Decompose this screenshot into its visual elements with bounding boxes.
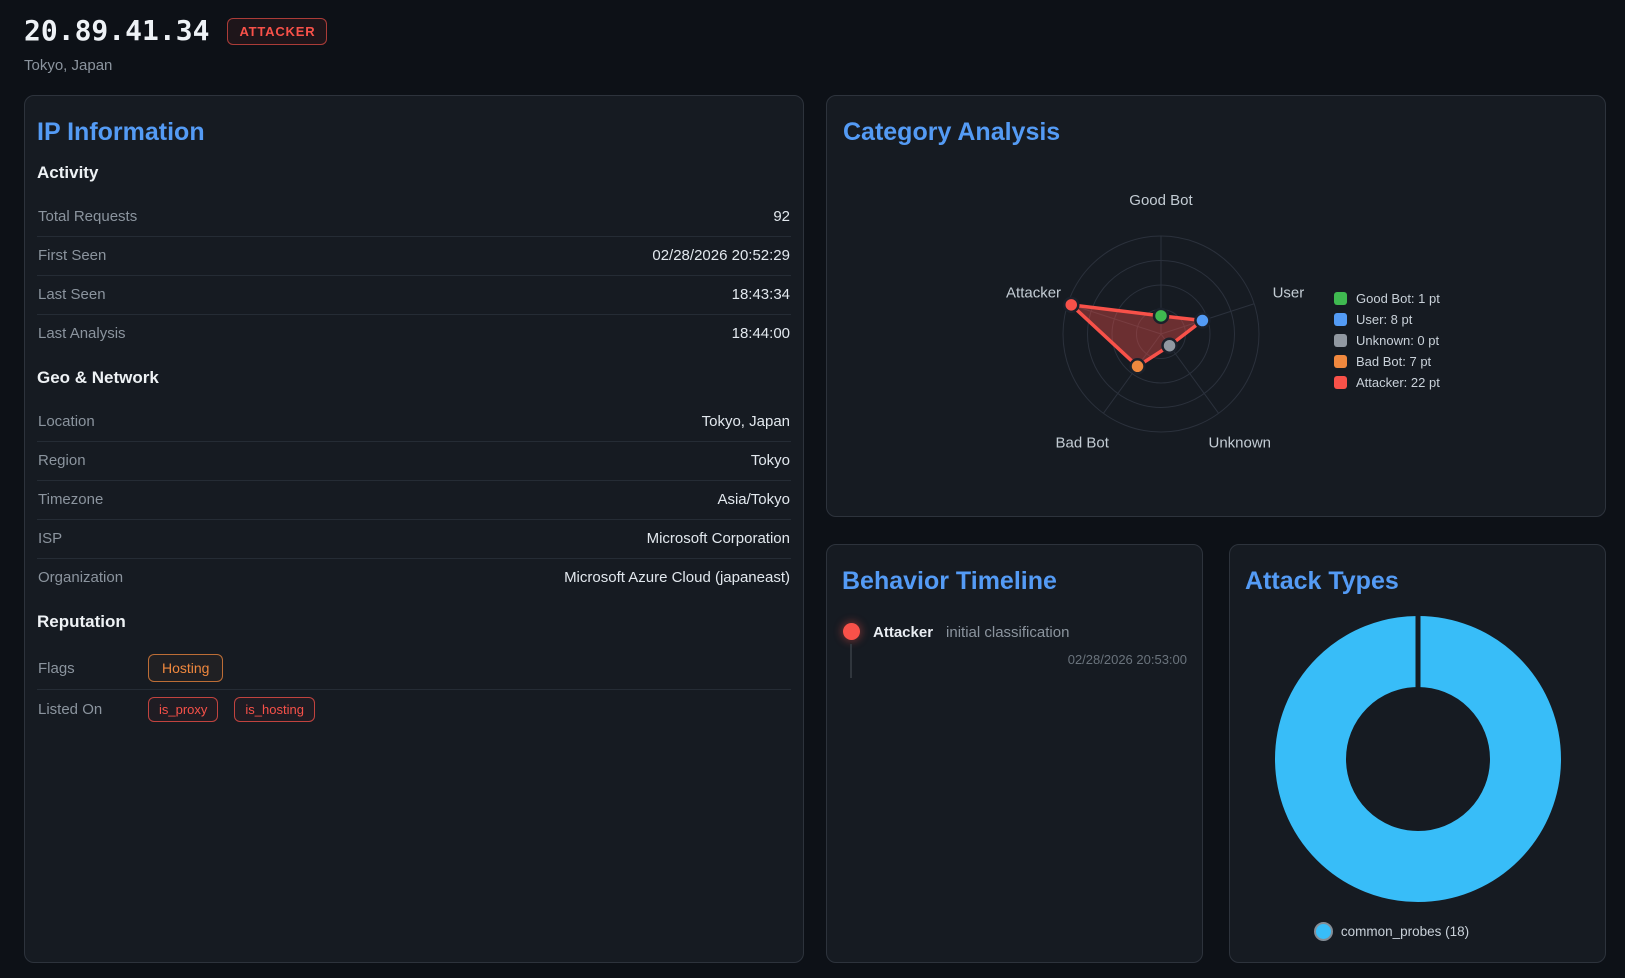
page-header: 20.89.41.34 ATTACKER Tokyo, Japan [24,12,1608,74]
legend-label: Good Bot: 1 pt [1356,291,1440,306]
radar-axis-label: Bad Bot [1056,434,1110,451]
category-analysis-panel: Category Analysis Good Bot User Unknown Bad… [826,95,1606,517]
ip-information-title: IP Information [37,118,205,146]
row-label: Flags [38,659,75,677]
radar-legend-item[interactable]: User: 8 pt [1334,309,1440,330]
attack-types-donut-chart[interactable] [1230,545,1604,962]
radar-axis-label: Unknown [1208,434,1271,451]
timeline-event-timestamp: 02/28/2026 20:53:00 [1067,652,1187,667]
radar-axis-label: Good Bot [1129,192,1193,209]
category-radar-chart[interactable]: Good Bot User Unknown Bad Bot Attacker [827,96,1605,516]
radar-legend-item[interactable]: Bad Bot: 7 pt [1334,351,1440,372]
radar-legend: Good Bot: 1 pt User: 8 pt Unknown: 0 pt Bad… [1334,288,1440,393]
bottom-row: Behavior Timeline Attacker initial class… [826,544,1606,963]
timeline-event: Attacker initial classification 02/28/20… [842,623,1187,678]
timeline-connector-line [850,644,852,678]
ip-address: 20.89.41.34 [24,14,210,47]
timeline-rail [842,623,860,678]
row-label: Organization [38,569,124,586]
section-title-geo-network: Geo & Network [37,368,159,387]
row-value: 92 [773,208,790,225]
row-label: ISP [38,530,63,547]
classification-badge: ATTACKER [227,17,328,45]
row-flags: Flags Hosting [37,647,791,690]
legend-swatch [1334,355,1347,368]
category-analysis-title: Category Analysis [843,118,1061,146]
legend-label: Attacker: 22 pt [1356,375,1440,390]
row-label: Listed On [38,701,103,718]
section-title-activity: Activity [37,163,99,182]
radar-legend-item[interactable]: Unknown: 0 pt [1334,330,1440,351]
legend-label: Bad Bot: 7 pt [1356,354,1432,369]
radar-axis-label: Attacker [1006,285,1061,302]
row-label: Last Analysis [38,325,126,342]
behavior-timeline-title: Behavior Timeline [842,567,1057,595]
row-last-analysis: Last Analysis 18:44:00 [37,315,791,353]
legend-swatch [1334,292,1347,305]
flag-badge-hosting: Hosting [148,654,224,682]
attack-types-title: Attack Types [1245,567,1399,595]
row-label: First Seen [38,247,107,264]
row-value: Tokyo, Japan [701,413,790,430]
row-first-seen: First Seen 02/28/2026 20:52:29 [37,237,791,276]
row-timezone: Timezone Asia/Tokyo [37,481,791,520]
row-value: 18:43:34 [731,286,790,303]
legend-swatch [1334,376,1347,389]
listed-badge-is-hosting: is_hosting [234,697,315,722]
row-label: Location [38,413,95,430]
legend-swatch [1313,922,1333,941]
legend-label: common_probes (18) [1340,924,1470,939]
legend-label: User: 8 pt [1356,312,1413,327]
radar-legend-item[interactable]: Good Bot: 1 pt [1334,288,1440,309]
ip-information-panel: IP Information Activity Total Requests 9… [24,95,804,963]
timeline-dot-icon [842,623,860,640]
timeline-event-category: Attacker [873,624,934,641]
row-last-seen: Last Seen 18:43:34 [37,276,791,315]
row-value: Asia/Tokyo [717,491,790,508]
header-location: Tokyo, Japan [24,57,113,74]
row-value: Microsoft Azure Cloud (japaneast) [564,569,790,586]
row-value: Tokyo [750,452,790,469]
row-total-requests: Total Requests 92 [37,198,791,237]
row-region: Region Tokyo [37,442,791,481]
row-listed-on: Listed On is_proxy is_hosting [37,690,791,729]
radar-legend-item[interactable]: Attacker: 22 pt [1334,372,1440,393]
listed-badge-is-proxy: is_proxy [148,697,219,722]
donut-legend-item[interactable]: common_probes (18) [1230,922,1579,941]
row-label: Total Requests [38,208,138,225]
row-label: Region [38,452,86,469]
dashboard-grid: IP Information Activity Total Requests 9… [24,95,1608,963]
attack-types-panel: Attack Types common_probes (18) [1229,544,1606,963]
right-column: Category Analysis Good Bot User Unknown Bad… [826,95,1606,963]
row-value: Microsoft Corporation [646,530,790,547]
row-value: 02/28/2026 20:52:29 [652,247,790,264]
row-location: Location Tokyo, Japan [37,403,791,442]
legend-label: Unknown: 0 pt [1356,333,1440,348]
section-title-reputation: Reputation [37,612,126,631]
row-value: 18:44:00 [731,325,790,342]
row-organization: Organization Microsoft Azure Cloud (japa… [37,559,791,597]
timeline-event-description: initial classification [946,624,1070,641]
radar-axis-label: User [1273,285,1305,302]
row-isp: ISP Microsoft Corporation [37,520,791,559]
behavior-timeline-panel: Behavior Timeline Attacker initial class… [826,544,1203,963]
row-label: Timezone [38,491,104,508]
row-label: Last Seen [38,286,106,303]
legend-swatch [1334,334,1347,347]
legend-swatch [1334,313,1347,326]
